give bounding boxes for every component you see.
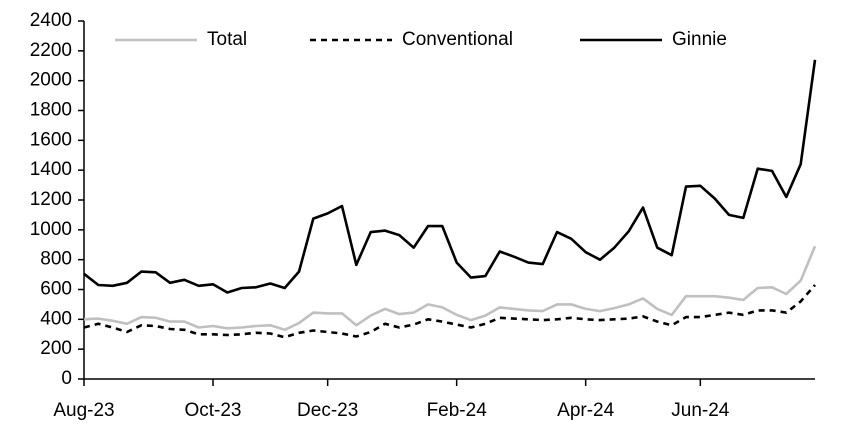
legend-label: Total [207, 29, 247, 50]
x-tick-label: Dec-23 [297, 400, 358, 421]
y-tick-label: 1600 [30, 129, 72, 150]
x-tick-label: Feb-24 [427, 400, 488, 421]
series-line [83, 245, 817, 332]
series-line [83, 59, 817, 294]
y-tick-label: 1400 [30, 159, 72, 180]
x-tick-label: Apr-24 [557, 400, 614, 421]
y-tick-label: 0 [61, 368, 72, 389]
x-tick-label: Jun-24 [671, 400, 730, 421]
series-line [83, 284, 816, 339]
y-tick-label: 2000 [30, 70, 72, 91]
y-tick-label: 400 [40, 308, 72, 329]
legend-label: Conventional [402, 29, 513, 50]
legend-label: Ginnie [672, 29, 727, 50]
y-tick-label: 200 [40, 338, 72, 359]
y-tick-label: 800 [40, 249, 72, 270]
x-tick-label: Oct-23 [184, 400, 241, 421]
x-tick-label: Aug-23 [53, 400, 114, 421]
y-tick-label: 1800 [30, 100, 72, 121]
y-tick-label: 1000 [30, 219, 72, 240]
y-tick-label: 2400 [30, 10, 72, 31]
y-tick-label: 2200 [30, 40, 72, 61]
y-tick-label: 600 [40, 279, 72, 300]
y-tick-label: 1200 [30, 189, 72, 210]
